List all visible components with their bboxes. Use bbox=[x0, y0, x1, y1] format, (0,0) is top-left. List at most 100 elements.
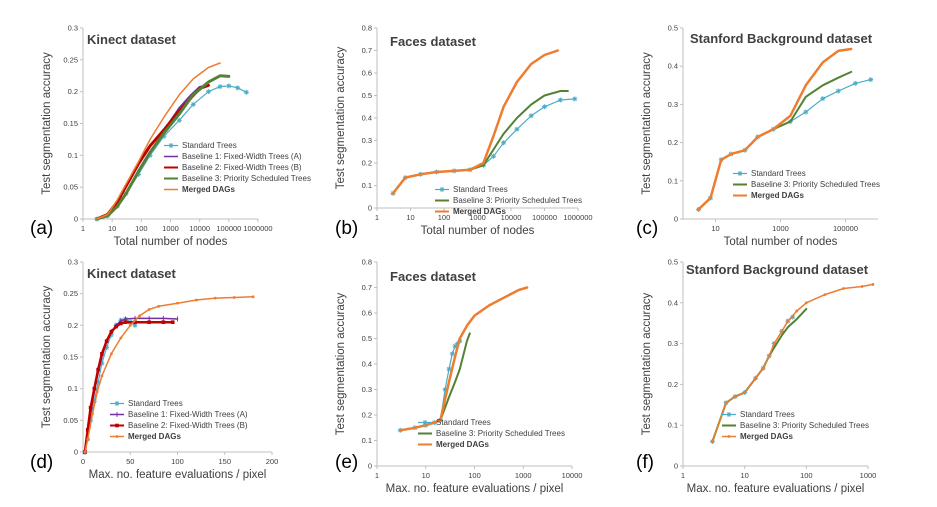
data-point bbox=[724, 401, 728, 405]
y-tick-label: 0.1 bbox=[68, 151, 78, 160]
legend-entry: Baseline 3: Priority Scheduled Trees bbox=[740, 421, 869, 430]
y-tick-label: 0.2 bbox=[68, 321, 78, 330]
legend-marker bbox=[439, 187, 445, 192]
y-tick-label: 0.15 bbox=[63, 119, 78, 128]
y-tick-label: 0.4 bbox=[362, 114, 372, 123]
data-point bbox=[108, 332, 114, 338]
data-point bbox=[213, 296, 217, 300]
data-point bbox=[100, 352, 104, 356]
data-point bbox=[119, 321, 123, 326]
y-tick-label: 0.1 bbox=[668, 176, 678, 185]
data-point bbox=[835, 88, 841, 94]
y-tick-label: 0.1 bbox=[68, 384, 78, 393]
x-tick-label: 1000 bbox=[772, 224, 789, 233]
y-tick-label: 0.25 bbox=[63, 55, 78, 64]
series-line-3 bbox=[391, 49, 560, 195]
data-point bbox=[860, 285, 864, 288]
x-tick-label: 50 bbox=[126, 457, 134, 466]
legend-marker bbox=[168, 143, 174, 148]
data-point bbox=[761, 366, 765, 370]
data-point bbox=[95, 379, 101, 385]
x-tick-label: 100000 bbox=[532, 213, 557, 222]
x-tick-label: 1000 bbox=[515, 471, 532, 480]
legend-marker bbox=[737, 171, 743, 176]
data-point bbox=[743, 391, 747, 394]
data-point bbox=[161, 320, 166, 324]
data-point bbox=[161, 133, 167, 139]
legend-marker bbox=[726, 412, 732, 417]
data-point bbox=[572, 96, 578, 102]
x-tick-label: 10000 bbox=[562, 471, 583, 480]
data-point bbox=[235, 85, 241, 91]
legend-entry: Merged DAGs bbox=[453, 207, 506, 216]
legend-entry: Standard Trees bbox=[453, 185, 508, 194]
data-point bbox=[104, 345, 110, 350]
data-point bbox=[123, 320, 128, 324]
legend-marker bbox=[727, 435, 731, 438]
y-tick-label: 0.7 bbox=[362, 283, 372, 292]
x-tick-label: 10 bbox=[422, 471, 430, 480]
data-point bbox=[147, 320, 151, 324]
x-tick-label: 1000 bbox=[469, 213, 486, 222]
data-point bbox=[138, 314, 142, 318]
series-line-3 bbox=[711, 283, 874, 443]
data-point bbox=[772, 342, 776, 345]
panel-label: (d) bbox=[30, 452, 53, 473]
data-point bbox=[133, 320, 137, 324]
data-point bbox=[114, 324, 118, 329]
y-tick-label: 0 bbox=[674, 215, 678, 224]
data-point bbox=[251, 295, 255, 299]
data-point bbox=[852, 80, 858, 86]
data-point bbox=[803, 109, 809, 115]
y-tick-label: 0.3 bbox=[668, 100, 678, 109]
series-line-4 bbox=[84, 296, 254, 453]
data-point bbox=[100, 374, 104, 378]
x-tick-label: 150 bbox=[218, 457, 231, 466]
data-point bbox=[128, 323, 132, 327]
x-tick-label: 10000 bbox=[501, 213, 522, 222]
panel-title: Stanford Background dataset bbox=[690, 31, 873, 46]
data-point bbox=[871, 283, 875, 286]
data-point bbox=[104, 339, 109, 343]
y-tick-label: 0.25 bbox=[63, 289, 78, 298]
panel-title: Faces dataset bbox=[390, 34, 477, 49]
panel-title: Faces dataset bbox=[390, 269, 477, 284]
x-tick-label: 1000000 bbox=[563, 213, 592, 222]
data-point bbox=[147, 308, 151, 311]
chart-panel-1: 0 0.05 0.1 0.15 0.2 0.25 0.3 1 10 100 1000 10000 100… bbox=[30, 24, 311, 249]
x-tick-label: 100 bbox=[171, 457, 184, 466]
data-point bbox=[217, 84, 223, 90]
legend-entry: Standard Trees bbox=[128, 399, 183, 408]
y-tick-label: 0.3 bbox=[68, 258, 78, 267]
panel-label: (b) bbox=[335, 218, 358, 239]
y-tick-label: 0.4 bbox=[668, 298, 678, 307]
series-line-3 bbox=[697, 47, 853, 211]
data-point bbox=[132, 322, 138, 328]
y-tick-label: 0.3 bbox=[68, 24, 78, 33]
y-tick-label: 0.8 bbox=[362, 258, 372, 267]
y-tick-label: 0.5 bbox=[668, 24, 678, 33]
x-axis-title: Max. no. feature evaluations / pixel bbox=[386, 483, 564, 495]
data-point bbox=[226, 83, 232, 89]
data-point bbox=[232, 296, 236, 299]
chart-panel-6: 0 0.1 0.2 0.3 0.4 0.5 1 10 100 1000 Max. no. featu… bbox=[636, 258, 876, 496]
x-tick-label: 10000 bbox=[189, 224, 210, 233]
data-point bbox=[147, 152, 153, 158]
y-axis-title: Test segmentation accuracy bbox=[641, 52, 653, 195]
legend-entry: Baseline 2: Fixed-Width Trees (B) bbox=[182, 163, 302, 172]
legend-entry: Baseline 1: Fixed-Width Trees (A) bbox=[182, 152, 302, 161]
series-line-5 bbox=[96, 62, 221, 220]
data-point bbox=[88, 405, 93, 410]
legend-entry: Merged DAGs bbox=[436, 440, 489, 449]
series-line-1 bbox=[697, 79, 872, 210]
data-point bbox=[820, 96, 826, 102]
series-line-3 bbox=[399, 286, 529, 432]
panel-label: (f) bbox=[636, 452, 654, 473]
y-tick-label: 0.5 bbox=[362, 334, 372, 343]
data-point bbox=[91, 412, 94, 416]
legend-entry: Baseline 3: Priority Scheduled Trees bbox=[751, 180, 880, 189]
data-point bbox=[190, 101, 196, 107]
chart-panel-5: 0 0.1 0.2 0.3 0.4 0.5 0.6 0.7 0.8 1 10 100 1000 10000… bbox=[335, 258, 582, 496]
legend-marker bbox=[115, 423, 119, 428]
y-tick-label: 0 bbox=[674, 462, 678, 471]
